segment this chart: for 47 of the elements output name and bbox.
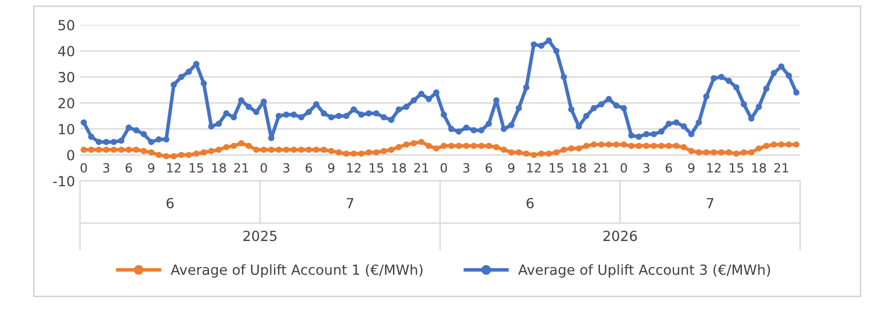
y-tick-label: 10 (59, 124, 74, 134)
x-tick-label: 9 (328, 163, 334, 173)
x-tick-label: 0 (260, 163, 267, 173)
x-tick-label: 18 (212, 163, 226, 173)
x-tick-label: 21 (414, 163, 428, 172)
y-tick-label: 0 (67, 150, 74, 160)
x-tick-label: 18 (392, 163, 406, 173)
x-tick-label: 6 (486, 163, 492, 173)
x-tick-label: 21 (594, 163, 608, 172)
x-tick-label: 0 (440, 163, 447, 173)
x-tick-label: 6 (666, 163, 672, 173)
text: 2025 (243, 230, 276, 242)
y-tick-label: -10 (53, 176, 74, 186)
y-tick-label: 50 (58, 20, 74, 30)
x-tick-label: 12 (527, 163, 541, 172)
x-tick-label: 6 (306, 163, 312, 173)
x-tick-label: 3 (643, 163, 650, 173)
x-tick-label: 6 (126, 163, 132, 173)
x-tick-label: 15 (370, 163, 384, 173)
x-tick-label: 9 (688, 163, 694, 173)
x-tick-label: 9 (508, 163, 514, 173)
text: 2026 (603, 230, 637, 242)
x-tick-label: 9 (148, 163, 154, 173)
x-tick-label: 0 (80, 163, 87, 173)
y-tick-label: 30 (58, 72, 74, 82)
x-tick-label: 15 (190, 163, 204, 173)
y-tick-label: 40 (58, 46, 74, 56)
y-tick-label: 20 (58, 98, 74, 108)
legend-label: Average of Uplift Account 1 (€/MWh) (170, 264, 422, 278)
text: 6 (526, 198, 534, 208)
text: 7 (706, 198, 714, 208)
x-tick-label: 12 (707, 163, 721, 172)
x-tick-label: 0 (620, 163, 627, 173)
x-tick-label: 3 (103, 163, 110, 173)
x-tick-label: 15 (730, 163, 744, 173)
text: 6 (166, 198, 174, 208)
x-tick-label: 3 (283, 163, 290, 173)
x-tick-label: 21 (774, 163, 788, 172)
legend-label: Average of Uplift Account 3 (€/MWh) (518, 264, 770, 278)
x-tick-label: 12 (167, 163, 180, 172)
x-tick-label: 18 (752, 163, 766, 173)
x-tick-label: 3 (463, 163, 470, 173)
x-tick-label: 18 (572, 163, 586, 173)
x-tick-label: 21 (234, 163, 248, 172)
x-tick-label: 15 (550, 163, 564, 173)
text: 7 (346, 198, 354, 208)
x-tick-label: 12 (347, 163, 360, 172)
